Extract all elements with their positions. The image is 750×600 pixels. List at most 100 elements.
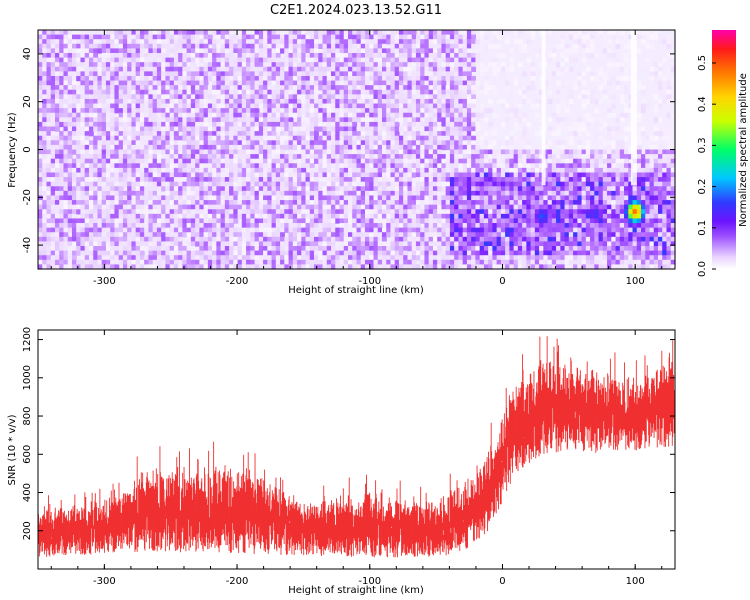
spectrogram-cell bbox=[398, 48, 404, 54]
spectrogram-cell bbox=[161, 255, 166, 261]
spectrogram-cell bbox=[364, 241, 370, 247]
spectrogram-cell bbox=[54, 259, 60, 266]
spectrogram-cell bbox=[127, 131, 133, 137]
spectrogram-cell bbox=[233, 89, 239, 95]
spectrogram-cell bbox=[254, 232, 260, 238]
spectrogram-cell bbox=[233, 172, 239, 178]
spectrogram-cell bbox=[437, 227, 443, 233]
spectrogram-cell bbox=[331, 121, 336, 128]
spectrogram-cell bbox=[220, 98, 226, 105]
spectrogram-cell bbox=[343, 43, 349, 49]
spectrogram-cell bbox=[437, 246, 443, 252]
spectrogram-cell bbox=[241, 259, 247, 266]
spectrogram-cell bbox=[182, 48, 188, 54]
spectrogram-cell bbox=[199, 89, 205, 95]
spectrogram-cell bbox=[297, 140, 302, 146]
spectrogram-cell bbox=[216, 89, 222, 95]
spectrogram-cell bbox=[71, 227, 77, 233]
spectrogram-cell bbox=[97, 62, 103, 68]
spectrogram-cell bbox=[97, 241, 103, 247]
spectrogram-cell bbox=[258, 149, 264, 155]
spectrogram-cell bbox=[331, 241, 336, 247]
spectrogram-cell bbox=[114, 89, 120, 95]
spectrogram-cell bbox=[403, 135, 409, 141]
spectrogram-cell bbox=[88, 236, 94, 243]
spectrogram-cell bbox=[411, 75, 417, 82]
spectrogram-cell bbox=[377, 75, 383, 82]
spectrogram-cell bbox=[229, 103, 234, 109]
spectrogram-cell bbox=[50, 57, 56, 63]
spectrogram-cell bbox=[165, 131, 171, 137]
spectrogram-cell bbox=[118, 30, 124, 36]
spectrogram-cell bbox=[127, 43, 133, 49]
spectrogram-cell bbox=[322, 223, 328, 229]
spectrogram-cell bbox=[110, 30, 116, 36]
spectrogram-cell bbox=[326, 163, 332, 169]
spectrogram-cell bbox=[428, 85, 434, 91]
spectrogram-cell bbox=[186, 43, 192, 49]
spectrogram-cell bbox=[398, 218, 404, 224]
spectrogram-cell bbox=[258, 112, 264, 118]
spectrogram-cell bbox=[216, 103, 222, 109]
spectrogram-cell bbox=[139, 112, 145, 118]
spectrogram-cell bbox=[360, 144, 366, 151]
spectrogram-cell bbox=[46, 190, 52, 197]
spectrogram-cell bbox=[373, 213, 379, 220]
spectrogram-cell bbox=[169, 177, 175, 183]
spectrogram-cell bbox=[284, 204, 290, 210]
spectrogram-cell bbox=[71, 181, 77, 187]
spectrogram-cell bbox=[335, 241, 341, 247]
spectrogram-cell bbox=[403, 250, 409, 256]
spectrogram-cell bbox=[428, 264, 434, 270]
spectrogram-cell bbox=[118, 154, 124, 160]
spectrogram-cell bbox=[173, 241, 179, 247]
spectrogram-cell bbox=[356, 149, 362, 155]
spectrogram-cell bbox=[377, 241, 383, 247]
spectrogram-cell bbox=[169, 39, 175, 45]
spectrogram-cell bbox=[212, 135, 217, 141]
spectrogram-cell bbox=[190, 264, 196, 270]
spectrogram-cell bbox=[288, 264, 294, 270]
spectrogram-cell bbox=[381, 62, 387, 68]
spectrogram-cells bbox=[38, 30, 676, 270]
spectrogram-cell bbox=[449, 57, 455, 63]
spectrogram-cell bbox=[114, 241, 120, 247]
spectrogram-cell bbox=[297, 43, 302, 49]
spectrogram-cell bbox=[148, 232, 154, 238]
spectrogram-cell bbox=[369, 98, 375, 105]
spectrogram-cell bbox=[398, 75, 404, 82]
spectrogram-cell bbox=[386, 195, 392, 201]
spectrogram-cell bbox=[199, 103, 205, 109]
spectrogram-cell bbox=[237, 34, 243, 40]
spectrogram-cell bbox=[144, 126, 150, 132]
spectrogram-cell bbox=[428, 190, 434, 197]
spectrogram-cell bbox=[424, 246, 430, 252]
spectrogram-cell bbox=[241, 181, 247, 187]
spectrogram-cell bbox=[38, 34, 43, 40]
spectrogram-cell bbox=[297, 131, 302, 137]
spectrogram-cell bbox=[297, 213, 302, 220]
spectrogram-cell bbox=[309, 186, 315, 192]
spectrogram-cell bbox=[292, 98, 298, 105]
spectrogram-cell bbox=[407, 140, 413, 146]
spectrogram-cell bbox=[76, 85, 82, 91]
spectrogram-cell bbox=[275, 140, 281, 146]
spectrogram-cell bbox=[322, 62, 328, 68]
spectrogram-cell bbox=[38, 66, 43, 72]
spectrogram-cell bbox=[101, 181, 107, 187]
spectrogram-cell bbox=[254, 48, 260, 54]
spectrogram-cell bbox=[216, 85, 222, 91]
spectrogram-cell bbox=[156, 177, 162, 183]
spectrogram-cell bbox=[38, 218, 43, 224]
spectrogram-cell bbox=[110, 250, 116, 256]
spectrogram-cell bbox=[280, 223, 285, 229]
spectrogram-cell bbox=[131, 167, 137, 174]
spectrogram-cell bbox=[178, 154, 183, 160]
spectrogram-cell bbox=[207, 200, 213, 206]
spectrogram-cell bbox=[314, 195, 319, 201]
spectrogram-cell bbox=[386, 264, 392, 270]
spectrogram-cell bbox=[173, 126, 179, 132]
spectrogram-cell bbox=[212, 223, 217, 229]
spectrogram-cell bbox=[237, 195, 243, 201]
spectrogram-cell bbox=[369, 30, 375, 36]
